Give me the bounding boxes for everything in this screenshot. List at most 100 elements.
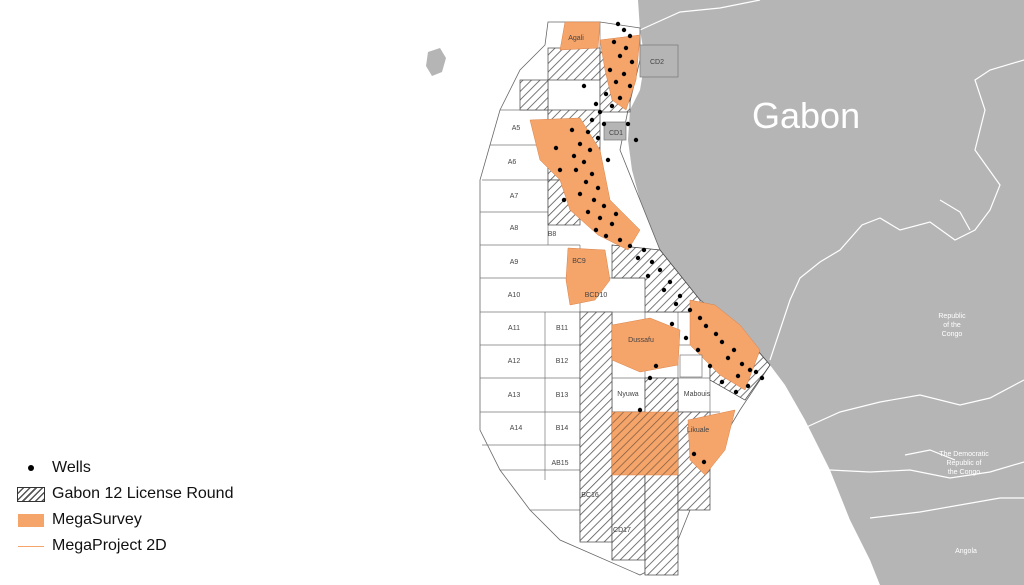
well-marker [733, 389, 739, 395]
block-a11: A11 [508, 325, 520, 332]
well-marker [569, 127, 575, 133]
legend-item-license-round: Gabon 12 License Round [16, 481, 296, 507]
well-marker [593, 101, 599, 107]
well-marker [595, 185, 601, 191]
well-marker [553, 145, 559, 151]
well-marker [725, 355, 731, 361]
block-a7: A7 [510, 193, 519, 200]
well-marker [657, 267, 663, 273]
block-cd1: CD1 [609, 130, 623, 137]
well-marker [753, 369, 759, 375]
legend: Wells Gabon 12 License Round MegaSurvey … [16, 455, 296, 559]
legend-item-megasurvey: MegaSurvey [16, 507, 296, 533]
block-b11: B11 [556, 325, 568, 332]
block-b13: B13 [556, 392, 569, 399]
well-marker [591, 197, 597, 203]
well-marker [625, 121, 631, 127]
well-marker [603, 91, 609, 97]
well-marker [589, 171, 595, 177]
label-angola: Angola [955, 548, 977, 555]
well-marker [601, 203, 607, 209]
orange-line-icon [16, 538, 46, 554]
well-marker [627, 243, 633, 249]
well-marker [707, 363, 713, 369]
well-marker [627, 33, 633, 39]
well-marker [653, 363, 659, 369]
block-cd2: CD2 [650, 59, 664, 66]
well-marker [683, 335, 689, 341]
well-marker [687, 307, 693, 313]
well-marker [635, 255, 641, 261]
legend-label-wells: Wells [52, 459, 91, 476]
block-a10: A10 [508, 292, 521, 299]
well-marker [649, 259, 655, 265]
block-b8: B8 [548, 231, 557, 238]
well-marker [581, 159, 587, 165]
well-marker [677, 293, 683, 299]
well-marker [617, 53, 623, 59]
well-marker [611, 39, 617, 45]
well-marker [593, 227, 599, 233]
well-marker [595, 135, 601, 141]
well-marker [735, 373, 741, 379]
well-marker [597, 215, 603, 221]
well-marker [703, 323, 709, 329]
megasurvey-areas [529, 21, 761, 476]
block-labels: A5 A6 A7 A8 A9 A10 A11 A12 A13 A14 B11 B… [508, 35, 711, 534]
legend-label-megaproject: MegaProject 2D [52, 537, 167, 554]
well-marker [601, 121, 607, 127]
well-marker [571, 153, 577, 159]
block-bcd10: BCD10 [585, 292, 608, 299]
legend-item-wells: Wells [16, 455, 296, 481]
well-marker [577, 191, 583, 197]
well-marker [739, 361, 745, 367]
well-marker [621, 27, 627, 33]
well-marker [701, 459, 707, 465]
label-gabon: Gabon [752, 95, 860, 136]
legend-item-megaproject: MegaProject 2D [16, 533, 296, 559]
well-marker [759, 375, 765, 381]
well-marker [573, 167, 579, 173]
block-b14: B14 [556, 425, 569, 432]
block-a6: A6 [508, 159, 517, 166]
well-marker [615, 21, 621, 27]
well-marker [661, 287, 667, 293]
block-a9: A9 [510, 259, 519, 266]
well-marker [647, 375, 653, 381]
well-marker [713, 331, 719, 337]
block-bc9: BC9 [572, 258, 586, 265]
hatch-swatch-icon [16, 486, 46, 502]
well-marker [589, 117, 595, 123]
block-nyuwa: Nyuwa [617, 391, 639, 398]
well-marker [613, 79, 619, 85]
block-a12: A12 [508, 358, 521, 365]
well-marker [607, 67, 613, 73]
well-marker [585, 209, 591, 215]
block-a14: A14 [510, 425, 523, 432]
block-likuale: Likuale [687, 427, 709, 434]
well-marker [719, 379, 725, 385]
well-marker [587, 147, 593, 153]
well-marker [621, 71, 627, 77]
well-marker [617, 237, 623, 243]
block-mabouis: Mabouis [684, 391, 711, 398]
dot-icon [16, 460, 46, 476]
legend-label-megasurvey: MegaSurvey [52, 511, 142, 528]
well-marker [613, 211, 619, 217]
well-marker [645, 273, 651, 279]
legend-label-license-round: Gabon 12 License Round [52, 485, 234, 502]
label-congo: Republic of the Congo [938, 313, 966, 338]
coastal-blocks [603, 44, 703, 378]
island [426, 48, 446, 76]
well-marker [667, 279, 673, 285]
block-ab15: AB15 [551, 460, 568, 467]
well-marker [641, 247, 647, 253]
well-marker [585, 129, 591, 135]
well-marker [633, 137, 639, 143]
block-dussafu: Dussafu [628, 337, 654, 344]
land-mass [628, 0, 1024, 585]
well-marker [605, 157, 611, 163]
well-marker [583, 179, 589, 185]
